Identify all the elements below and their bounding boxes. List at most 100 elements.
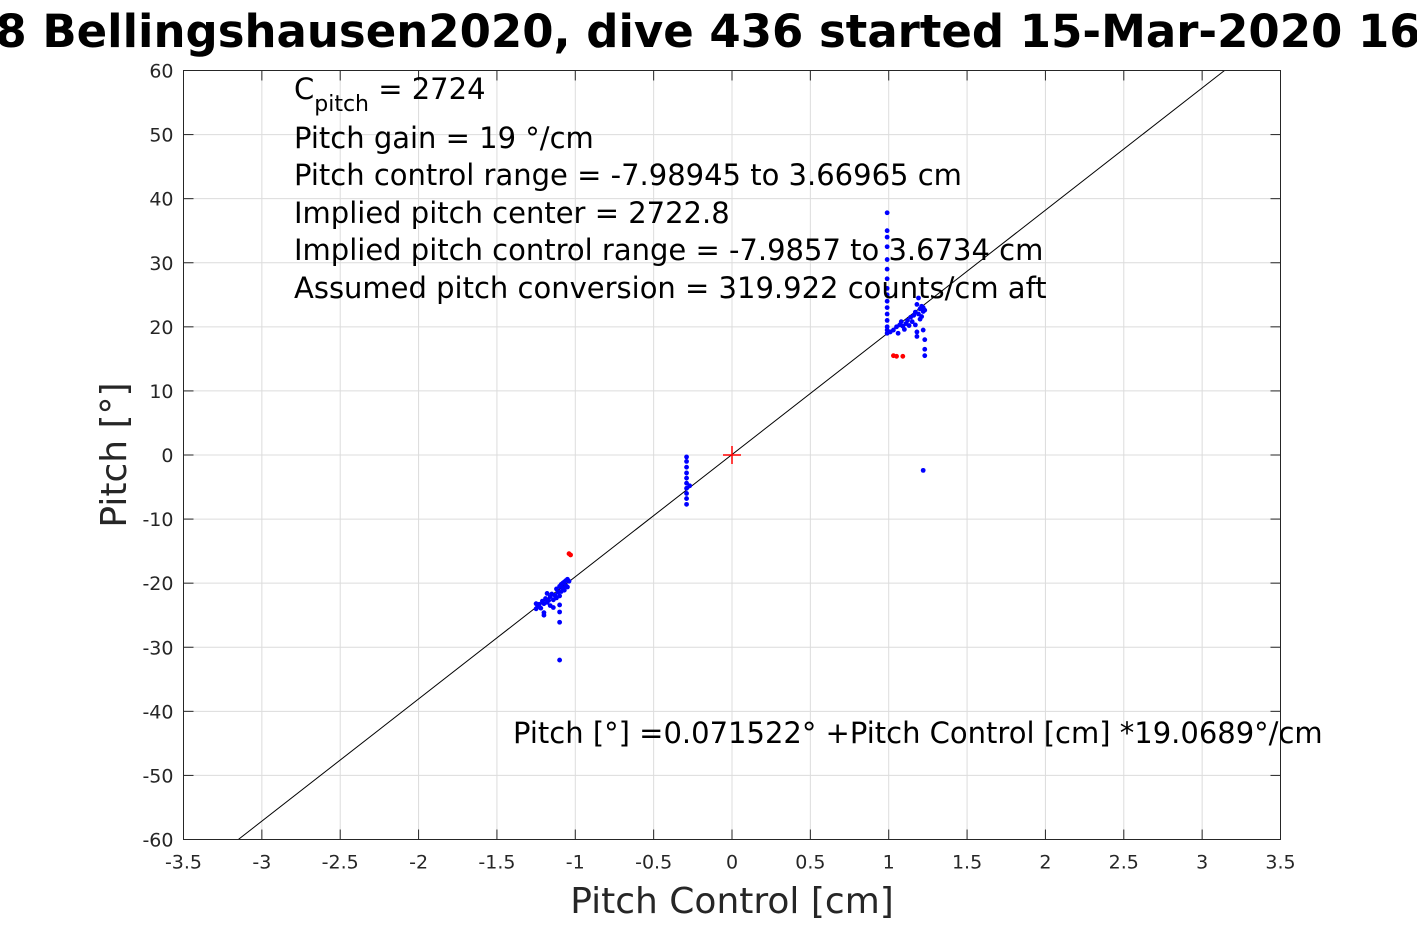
- y-axis: 60 50 40 30 20 10 0 -10 -20 -30 -40 -50 -60: [142, 61, 1281, 852]
- annotation-c-pitch: Cpitch = 2724: [294, 72, 486, 117]
- x-axis-label: Pitch Control [cm]: [570, 881, 894, 922]
- data-point: [684, 464, 689, 470]
- data-point: [566, 578, 572, 584]
- data-point: [891, 327, 896, 333]
- x-tick-label: 3: [1196, 852, 1208, 874]
- data-point: [884, 234, 890, 240]
- data-point: [884, 276, 890, 282]
- y-tick-label: 10: [149, 381, 173, 403]
- annotation-implied-range: Implied pitch control range = -7.9857 to…: [294, 233, 1043, 267]
- annotation-fit-equation: Pitch [°] =0.071522° +Pitch Control [cm]…: [513, 716, 1323, 750]
- y-tick-label: 50: [149, 125, 173, 147]
- grid: [183, 70, 1281, 840]
- data-point: [557, 602, 563, 608]
- data-point: [684, 491, 689, 496]
- x-tick-label: -3.5: [165, 852, 202, 874]
- annotation-assumed-conversion: Assumed pitch conversion = 319.922 count…: [294, 271, 1047, 305]
- y-tick-label: 60: [149, 61, 173, 83]
- annotation-pitch-control-range: Pitch control range = -7.98945 to 3.6696…: [294, 158, 962, 192]
- x-tick-label: -2: [409, 852, 428, 874]
- y-tick-label: -50: [142, 765, 173, 787]
- data-point: [884, 244, 890, 250]
- data-point: [922, 307, 928, 313]
- y-tick-label: -40: [142, 701, 173, 723]
- x-tick-label: 0: [726, 852, 738, 874]
- y-tick-label: 30: [149, 253, 173, 275]
- data-point: [684, 470, 689, 476]
- x-tick-label: -3: [252, 852, 271, 874]
- y-tick-label: 40: [149, 189, 173, 211]
- x-tick-label: 1: [883, 852, 895, 874]
- data-point: [684, 475, 689, 481]
- data-point: [884, 292, 890, 298]
- data-point: [898, 319, 904, 325]
- y-tick-label: 20: [149, 317, 173, 339]
- data-point: [884, 285, 890, 291]
- data-point: [884, 311, 890, 317]
- data-point: [687, 483, 693, 489]
- data-points: [533, 210, 928, 663]
- data-point: [533, 601, 539, 607]
- c-pitch-base: C: [294, 72, 314, 106]
- data-point: [894, 353, 899, 359]
- data-point: [884, 318, 890, 323]
- data-point: [684, 501, 689, 507]
- data-point: [566, 551, 572, 557]
- data-point: [905, 318, 910, 323]
- data-point: [920, 327, 926, 333]
- data-point: [912, 322, 918, 328]
- data-point: [916, 295, 921, 301]
- data-point: [895, 330, 901, 336]
- x-tick-label: -1.5: [478, 852, 515, 874]
- data-point: [901, 326, 907, 332]
- data-point: [920, 467, 926, 473]
- data-point: [884, 210, 890, 216]
- data-point: [906, 323, 912, 328]
- y-tick-label: -10: [142, 509, 173, 531]
- x-axis: -3.5 -3 -2.5 -2 -1.5 -1 -0.5 0 0.5 1 1.5 2 2.5 3 3.5: [165, 70, 1296, 874]
- data-point: [922, 337, 928, 343]
- y-tick-label: -20: [142, 573, 173, 595]
- data-point: [884, 305, 890, 311]
- c-pitch-subscript: pitch: [314, 92, 369, 117]
- data-point: [884, 228, 890, 234]
- data-point: [884, 298, 890, 304]
- y-tick-label: 0: [161, 445, 173, 467]
- center-marker: [723, 446, 741, 464]
- data-point: [684, 496, 689, 501]
- data-point: [900, 353, 906, 359]
- data-point: [914, 329, 920, 335]
- data-point: [565, 584, 570, 590]
- data-point: [914, 302, 920, 307]
- data-point: [684, 459, 689, 464]
- data-point: [914, 334, 920, 339]
- x-tick-label: 2.5: [1109, 852, 1139, 874]
- x-tick-label: 0.5: [795, 852, 825, 874]
- data-point: [557, 619, 563, 625]
- data-point: [919, 314, 925, 319]
- data-point: [922, 353, 928, 359]
- data-point: [684, 454, 689, 460]
- x-tick-label: 3.5: [1265, 852, 1295, 874]
- y-tick-label: -60: [142, 830, 173, 852]
- data-point: [884, 257, 890, 262]
- data-point: [922, 346, 928, 352]
- data-point: [557, 609, 563, 615]
- chart-title: 8 Bellingshausen2020, dive 436 started 1…: [0, 5, 1417, 58]
- y-tick-label: -30: [142, 637, 173, 659]
- y-axis-label: Pitch [°]: [94, 382, 135, 527]
- data-point: [557, 593, 563, 599]
- x-tick-label: -1: [566, 852, 585, 874]
- c-pitch-value: = 2724: [369, 72, 486, 106]
- data-point: [546, 598, 552, 603]
- data-point: [538, 605, 544, 611]
- x-tick-label: -2.5: [322, 852, 359, 874]
- data-point: [544, 591, 550, 596]
- data-point: [884, 266, 890, 272]
- data-point: [550, 605, 556, 610]
- x-tick-label: -0.5: [635, 852, 672, 874]
- annotation-pitch-gain: Pitch gain = 19 °/cm: [294, 121, 594, 155]
- x-tick-label: 2: [1039, 852, 1051, 874]
- x-tick-label: 1.5: [952, 852, 982, 874]
